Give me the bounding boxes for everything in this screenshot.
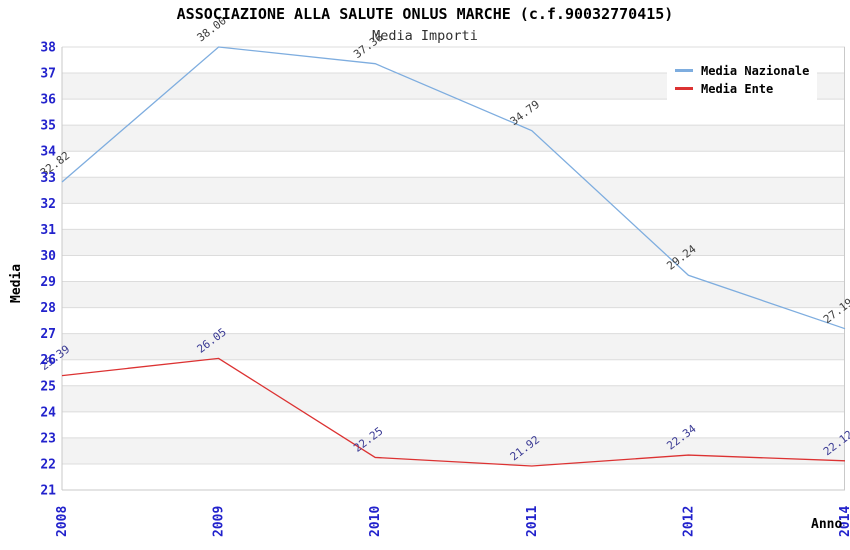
plot-band — [62, 411, 845, 438]
y-tick-label: 31 — [40, 223, 56, 238]
legend: Media Nazionale Media Ente — [667, 55, 817, 104]
series-line-media-ente — [61, 357, 846, 467]
plot-band — [62, 151, 845, 178]
y-tick-label: 29 — [40, 275, 56, 290]
legend-label-nazionale: Media Nazionale — [701, 63, 810, 78]
y-tick-label: 23 — [40, 431, 56, 446]
x-tick-label: 2009 — [212, 506, 227, 537]
x-tick-label: 2011 — [525, 506, 540, 537]
y-tick-label: 21 — [40, 484, 56, 499]
plot-band — [62, 203, 845, 230]
x-tick-label: 2014 — [838, 506, 850, 537]
series-line-media-nazionale — [61, 46, 846, 330]
y-tick-label: 24 — [40, 405, 56, 420]
x-tick-label: 2012 — [681, 506, 696, 537]
y-tick-label: 34 — [40, 145, 56, 160]
y-tick-label: 33 — [40, 171, 56, 186]
plot-band — [62, 333, 845, 360]
plot-band — [62, 255, 845, 282]
y-tick-label: 36 — [40, 93, 56, 108]
y-axis-title: Media — [9, 264, 24, 303]
plot-band — [62, 307, 845, 334]
y-tick-label: 27 — [40, 327, 56, 342]
chart-subtitle: Media Importi — [372, 28, 478, 44]
plot-band — [62, 463, 845, 490]
y-tick-label: 38 — [40, 41, 56, 56]
x-tick-label: 2008 — [55, 506, 70, 537]
y-tick-label: 37 — [40, 67, 56, 82]
series-lines — [61, 46, 846, 467]
plot-band — [62, 125, 845, 152]
axis-tick-labels: 21 22 23 24 25 26 27 28 29 30 31 32 33 34 35 36 37 38 2008… — [40, 41, 850, 538]
y-tick-label: 25 — [40, 379, 56, 394]
y-tick-label: 35 — [40, 119, 56, 134]
plot-band — [62, 437, 845, 464]
plot-border — [61, 47, 845, 491]
plot-band — [62, 385, 845, 412]
y-tick-label: 32 — [40, 197, 56, 212]
gridlines — [62, 46, 845, 491]
legend-swatch-nazionale-line — [675, 69, 693, 72]
y-tick-label: 28 — [40, 301, 56, 316]
legend-swatch-ente-line — [675, 87, 693, 90]
y-tick-label: 22 — [40, 457, 56, 472]
x-tick-label: 2010 — [368, 506, 383, 537]
legend-item-media-ente: Media Ente — [675, 83, 817, 95]
plot-band — [62, 177, 845, 204]
plot-band — [62, 229, 845, 256]
legend-item-media-nazionale: Media Nazionale — [675, 65, 817, 77]
chart-title: ASSOCIAZIONE ALLA SALUTE ONLUS MARCHE (c… — [177, 5, 674, 23]
y-tick-label: 26 — [40, 353, 56, 368]
plot-bands — [62, 47, 845, 490]
y-tick-label: 30 — [40, 249, 56, 264]
plot-band — [62, 281, 845, 308]
legend-label-ente: Media Ente — [701, 81, 774, 96]
plot-band — [62, 359, 845, 386]
x-axis-title: Anno — [811, 517, 842, 532]
